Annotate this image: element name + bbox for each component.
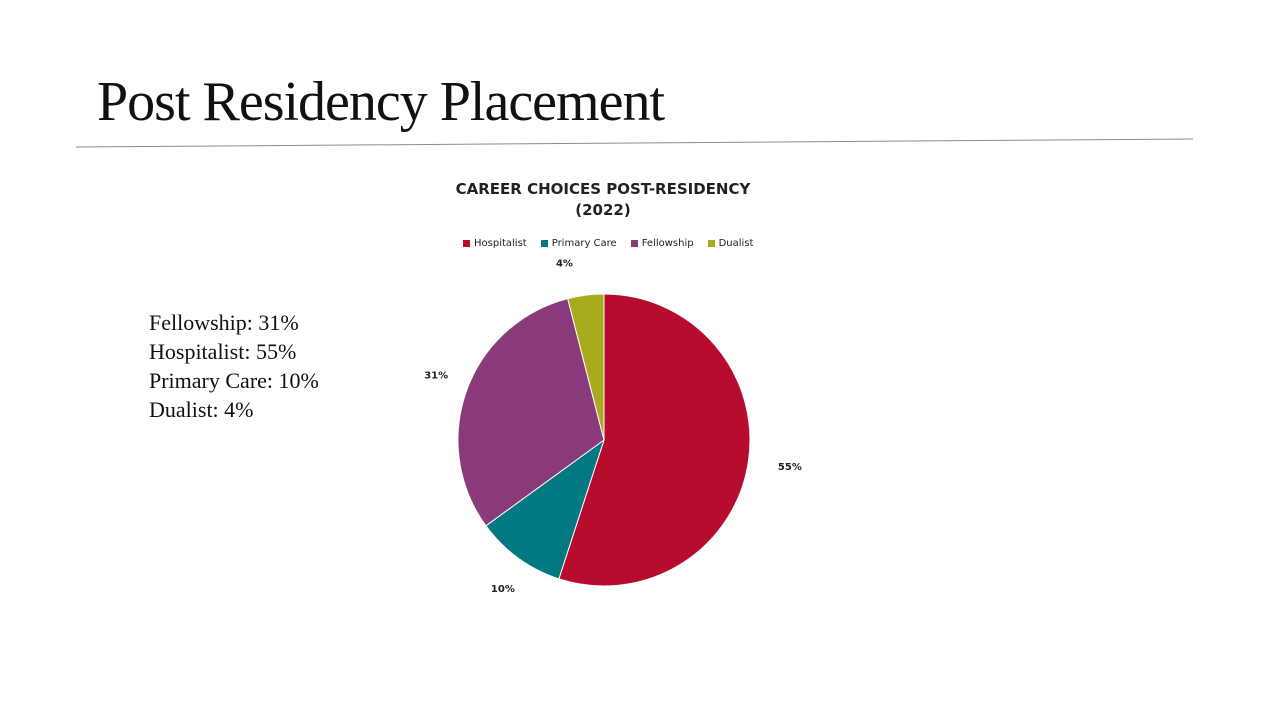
summary-stats: Fellowship: 31% Hospitalist: 55% Primary… bbox=[149, 308, 319, 424]
legend-item-fellowship: Fellowship bbox=[630, 238, 694, 249]
pie-slice-primary-care bbox=[485, 438, 605, 580]
chart-legend: Hospitalist Primary Care Fellowship Dual… bbox=[463, 238, 753, 249]
stat-hospitalist: Hospitalist: 55% bbox=[149, 339, 297, 364]
pie-slice-fellowship bbox=[457, 297, 605, 527]
legend-label: Primary Care bbox=[551, 238, 617, 249]
stat-fellowship: Fellowship: 31% bbox=[149, 310, 299, 335]
legend-swatch bbox=[463, 240, 470, 247]
legend-swatch bbox=[630, 240, 638, 247]
stat-primary-care: Primary Care: 10% bbox=[149, 368, 319, 393]
chart-title: CAREER CHOICES POST-RESIDENCY (2022) bbox=[403, 179, 803, 221]
pie-slice-hospitalist bbox=[558, 293, 751, 587]
chart-title-line-2: (2022) bbox=[575, 201, 631, 219]
legend-label: Hospitalist bbox=[474, 238, 527, 249]
legend-swatch bbox=[540, 240, 548, 247]
legend-item-primary-care: Primary Care bbox=[540, 238, 617, 249]
chart-title-line-1: CAREER CHOICES POST-RESIDENCY bbox=[455, 180, 751, 198]
legend-item-dualist: Dualist bbox=[707, 238, 754, 249]
legend-label: Fellowship bbox=[641, 238, 694, 249]
stat-dualist: Dualist: 4% bbox=[149, 397, 254, 422]
legend-label: Dualist bbox=[718, 238, 754, 249]
pie-slice-dualist bbox=[567, 293, 605, 441]
slide-title: Post Residency Placement bbox=[97, 71, 665, 133]
legend-swatch bbox=[707, 240, 715, 247]
legend-item-hospitalist: Hospitalist bbox=[463, 238, 527, 249]
